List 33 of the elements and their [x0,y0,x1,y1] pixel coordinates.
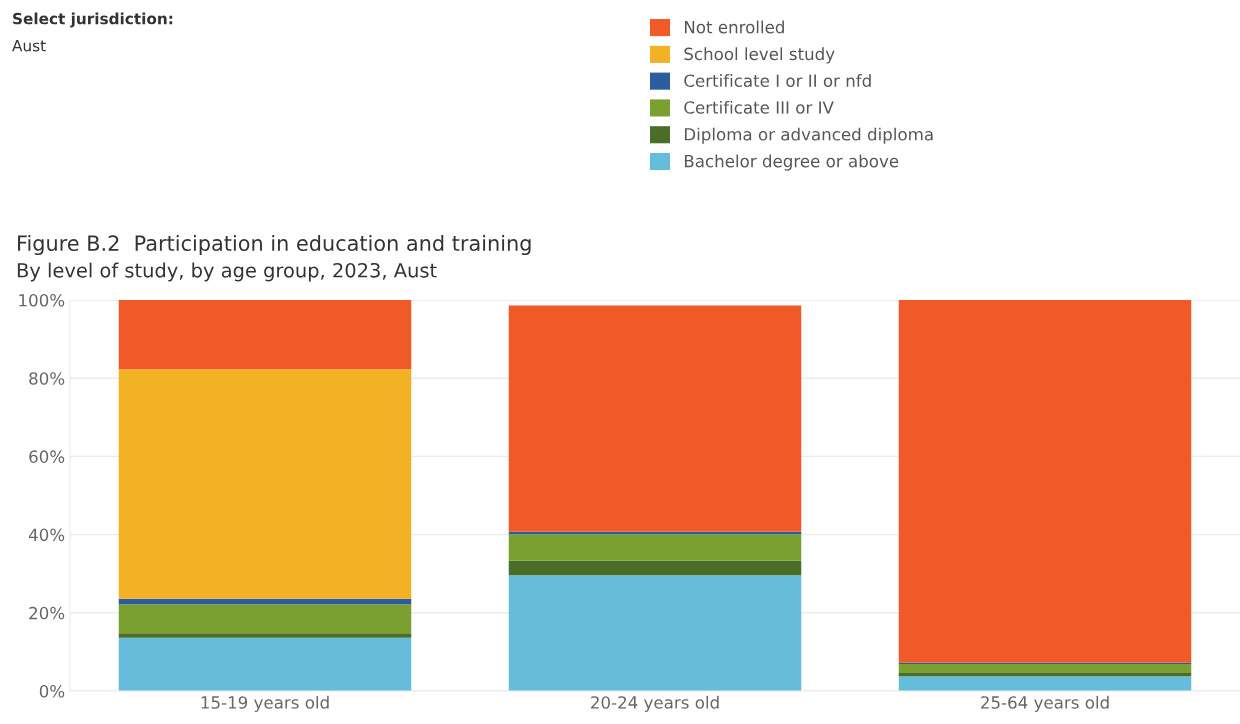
y-tick-label: 60% [29,450,65,463]
chart-title: Figure B.2 Participation in education and training [18,234,531,256]
bar [898,300,1192,663]
bar [118,598,412,605]
y-tick-label: 100% [19,293,65,307]
legend-label: Diploma or advanced diploma [684,127,933,144]
bar [898,673,1192,677]
legend-label: Certificate III or IV [684,100,834,114]
bar [898,664,1192,674]
legend-label: School level study [684,47,835,64]
x-tick-label: 25-64 years old [981,695,1109,712]
y-tick-label: 80% [29,372,65,385]
x-tick-label: 15-19 years old [201,695,329,712]
text: Select jurisdiction: [13,12,173,28]
legend-label: Not enrolled [684,20,784,34]
bar [508,560,802,576]
x-tick-label: 20-24 years old [591,695,719,712]
text: Aust [12,40,46,52]
bar [118,369,412,599]
bar [118,633,412,638]
bar [508,575,802,691]
bar [118,637,412,691]
chart-subtitle: By level of study, by age group, 2023, Aust [17,262,437,282]
legend-label: Bachelor degree or above [684,154,899,171]
y-tick-label: 20% [29,606,65,620]
bar [118,300,412,370]
y-tick-label: 40% [28,528,65,542]
bar [508,305,802,532]
bar [898,676,1192,691]
bar [508,534,802,561]
y-tick-label: 0% [39,684,65,698]
bar [118,604,412,634]
legend-label: Certificate I or II or nfd [684,74,871,87]
